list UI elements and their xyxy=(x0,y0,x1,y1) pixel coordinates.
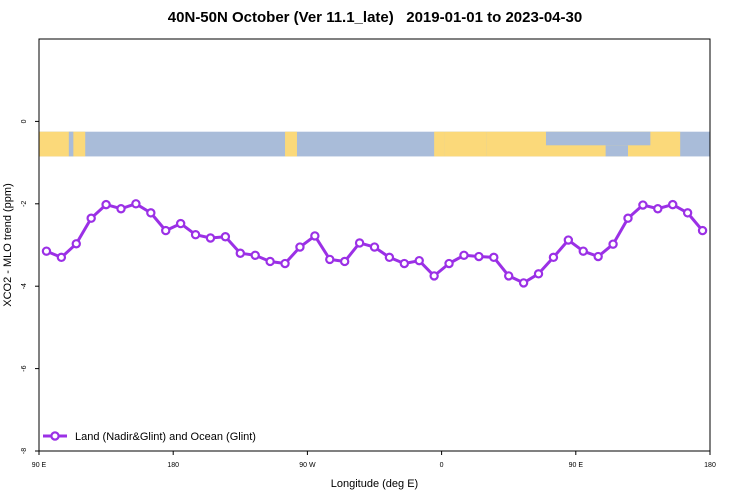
data-point xyxy=(623,213,633,223)
data-point xyxy=(578,246,588,256)
data-point xyxy=(325,254,335,265)
data-point xyxy=(668,199,678,210)
data-point xyxy=(682,208,693,218)
chart-title: 40N-50N October (Ver 11.1_late) 2019-01-… xyxy=(167,9,583,26)
data-point xyxy=(41,246,52,256)
data-point xyxy=(131,199,141,209)
y-tick-label: -6 xyxy=(21,365,28,371)
y-tick-label: -8 xyxy=(21,448,28,454)
data-point xyxy=(474,251,484,262)
map-strip xyxy=(39,131,710,157)
data-point xyxy=(399,258,410,269)
data-point xyxy=(608,239,618,249)
data-point xyxy=(161,225,171,236)
x-tick-label: 90 E xyxy=(32,462,47,469)
x-axis: 90 E 180 90 W 0 90 E 180 xyxy=(32,451,716,469)
map-ocean xyxy=(68,131,74,157)
legend-marker xyxy=(50,431,60,441)
map-land xyxy=(73,131,86,157)
data-point xyxy=(563,235,574,245)
data-point xyxy=(414,255,424,266)
data-point xyxy=(86,213,96,223)
data-point xyxy=(459,250,469,260)
legend-label: Land (Nadir&Glint) and Ocean (Glint) xyxy=(75,431,256,443)
y-axis-title: XCO2 - MLO trend (ppm) xyxy=(2,183,14,306)
x-axis-title: Longitude (deg E) xyxy=(331,478,418,490)
data-point xyxy=(235,248,245,258)
y-tick-label: -2 xyxy=(21,201,28,207)
x-tick-label: 180 xyxy=(704,462,716,469)
data-point xyxy=(71,239,81,249)
y-tick-label: -4 xyxy=(21,283,28,289)
map-land xyxy=(444,131,487,157)
map-land xyxy=(285,131,297,157)
data-point xyxy=(369,242,380,252)
y-tick-label: 0 xyxy=(21,119,28,123)
data-point xyxy=(339,256,350,267)
x-tick-label: 90 W xyxy=(299,462,316,469)
data-point xyxy=(190,229,201,240)
data-point xyxy=(175,218,186,229)
data-point xyxy=(593,251,603,262)
map-land xyxy=(39,131,74,157)
data-point xyxy=(116,204,126,214)
data-point xyxy=(489,252,499,263)
data-point xyxy=(101,199,111,210)
data-point xyxy=(146,208,156,218)
data-point xyxy=(653,204,663,214)
map-ocean xyxy=(605,145,628,157)
data-point xyxy=(429,271,439,281)
data-point xyxy=(638,200,648,210)
data-point xyxy=(310,231,320,241)
data-point xyxy=(280,258,290,269)
map-land xyxy=(434,131,445,157)
y-axis: 0 -2 -4 -6 -8 xyxy=(21,119,39,454)
legend: Land (Nadir&Glint) and Ocean (Glint) xyxy=(43,431,256,443)
data-point xyxy=(504,271,514,281)
x-tick-label: 0 xyxy=(440,462,444,469)
data-point xyxy=(56,252,67,263)
map-ocean xyxy=(545,131,651,146)
data-point xyxy=(533,269,544,279)
x-tick-label: 180 xyxy=(167,462,179,469)
data-point xyxy=(518,278,529,288)
data-point xyxy=(444,258,454,269)
data-point xyxy=(205,233,216,243)
x-tick-label: 90 E xyxy=(569,462,584,469)
data-point xyxy=(384,252,395,263)
plot-frame xyxy=(38,38,711,452)
data-point xyxy=(697,225,708,236)
data-point xyxy=(265,256,275,267)
data-point xyxy=(250,250,260,260)
data-point xyxy=(220,232,231,242)
data-point xyxy=(354,238,365,248)
series-layer xyxy=(41,199,708,288)
data-point xyxy=(295,242,305,252)
data-point xyxy=(548,252,559,263)
